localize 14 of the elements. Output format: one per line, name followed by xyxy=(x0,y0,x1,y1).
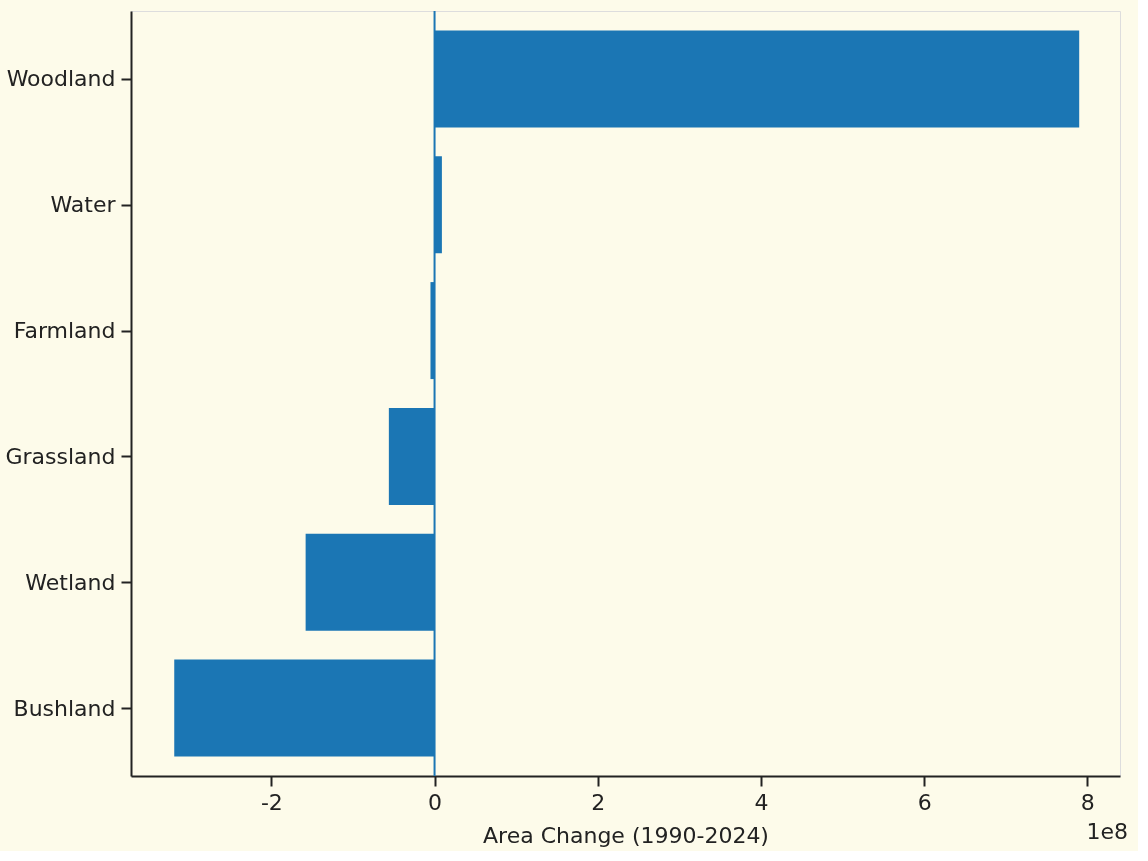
x-tick-label: 6 xyxy=(917,789,932,815)
y-tick-label: Water xyxy=(50,192,117,218)
y-tick-label: Grassland xyxy=(5,443,116,469)
x-tick-label: 4 xyxy=(754,789,769,815)
y-tick-label: Farmland xyxy=(13,318,116,344)
x-axis-title: Area Change (1990-2024) xyxy=(483,822,769,848)
x-tick-label: -2 xyxy=(260,789,283,815)
y-tick-label: Bushland xyxy=(13,695,116,721)
y-tick-label: Wetland xyxy=(25,569,116,595)
x-tick-label: 0 xyxy=(428,789,443,815)
y-tick-label: Woodland xyxy=(6,66,116,92)
x-tick-label: 2 xyxy=(591,789,606,815)
x-tick-label: 8 xyxy=(1080,789,1095,815)
text: 1e8 xyxy=(1086,819,1128,844)
